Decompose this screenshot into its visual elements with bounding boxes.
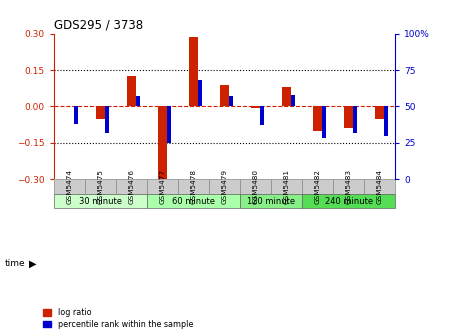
Bar [158,107,167,179]
Bar [271,179,302,194]
Text: GSM5479: GSM5479 [221,169,228,204]
Bar [229,96,233,107]
Text: GSM5480: GSM5480 [252,169,259,204]
Bar [322,107,326,138]
Bar [167,107,172,143]
Bar [105,107,109,133]
Text: GDS295 / 3738: GDS295 / 3738 [54,18,143,31]
Bar [96,107,105,119]
Bar [313,107,322,131]
Bar [291,95,295,107]
Bar [375,107,384,119]
Bar [178,179,209,194]
Bar [198,80,202,107]
Bar [85,179,116,194]
Text: GSM5484: GSM5484 [377,169,383,204]
Text: GSM5478: GSM5478 [190,169,197,204]
Bar [74,107,78,124]
Text: 60 minute: 60 minute [172,197,215,206]
Bar [344,107,353,128]
Text: 120 minute: 120 minute [247,197,295,206]
Bar [364,179,395,194]
Text: time: time [4,259,25,268]
Text: GSM5477: GSM5477 [159,169,165,204]
Text: ▶: ▶ [29,259,37,269]
Bar [136,96,140,107]
Bar [282,87,291,107]
Bar [220,85,229,107]
Bar [302,194,395,208]
Text: GSM5475: GSM5475 [97,169,103,204]
Bar [302,179,333,194]
Bar [240,194,302,208]
Bar [147,194,240,208]
Text: GSM5474: GSM5474 [66,169,72,204]
Bar [353,107,357,133]
Bar [54,179,85,194]
Bar [189,37,198,107]
Text: GSM5482: GSM5482 [315,169,321,204]
Text: 240 minute: 240 minute [325,197,373,206]
Text: GSM5483: GSM5483 [346,169,352,204]
Bar [127,76,136,107]
Bar [209,179,240,194]
Text: GSM5476: GSM5476 [128,169,134,204]
Bar [333,179,364,194]
Bar [147,179,178,194]
Bar [251,107,260,108]
Bar [260,107,264,125]
Text: GSM5481: GSM5481 [284,169,290,204]
Text: 30 minute: 30 minute [79,197,122,206]
Legend: log ratio, percentile rank within the sample: log ratio, percentile rank within the sa… [40,305,196,332]
Bar [54,194,147,208]
Bar [240,179,271,194]
Bar [116,179,147,194]
Bar [384,107,388,135]
